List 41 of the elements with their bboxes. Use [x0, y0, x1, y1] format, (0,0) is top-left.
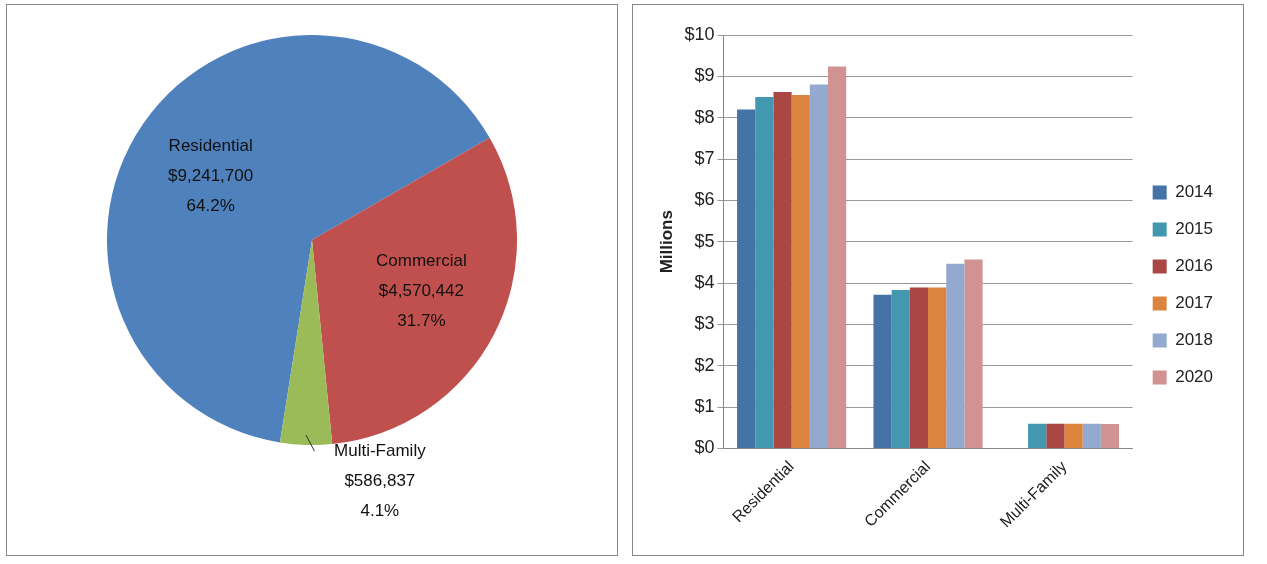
slice-label: Multi-Family — [334, 440, 427, 460]
y-tick-label: $10 — [684, 23, 715, 44]
slice-label: Commercial — [376, 251, 467, 271]
bar — [828, 66, 847, 448]
legend-label: 2017 — [1175, 293, 1214, 313]
data-label: $586,837 4.1% — [344, 470, 416, 520]
bar — [909, 287, 929, 448]
data-label: $4,570,442 31.7% — [378, 281, 464, 331]
data-label: $9,241,700 64.2% — [168, 165, 254, 215]
y-tick-label: $1 — [694, 396, 715, 417]
bar — [1064, 423, 1083, 448]
bar — [873, 294, 892, 448]
y-tick-label: $8 — [694, 106, 715, 127]
legend-label: 2016 — [1175, 256, 1214, 276]
legend-label: 2018 — [1175, 330, 1214, 350]
bar — [773, 92, 792, 448]
bar — [1046, 423, 1065, 448]
legend-label: 2020 — [1175, 367, 1214, 387]
bar — [946, 263, 965, 448]
y-tick-label: $3 — [694, 313, 715, 334]
bar — [1028, 423, 1047, 448]
bar — [791, 94, 810, 448]
bar — [755, 97, 774, 448]
legend-label: 2014 — [1175, 182, 1214, 202]
slice-label: Residential — [168, 135, 253, 155]
y-tick-label: $5 — [694, 230, 715, 251]
legend-label: 2015 — [1175, 219, 1214, 239]
y-tick-label: $4 — [694, 272, 715, 293]
bar — [928, 287, 947, 448]
bar — [964, 259, 983, 448]
y-tick-label: $9 — [694, 65, 715, 86]
bar — [809, 84, 829, 448]
bar — [737, 109, 756, 448]
y-tick-label: $7 — [694, 148, 715, 169]
bar — [1100, 424, 1120, 448]
bar — [891, 290, 910, 448]
y-tick-label: $2 — [694, 354, 715, 375]
y-tick-label: $0 — [694, 437, 715, 458]
bar — [1082, 423, 1101, 448]
y-axis-title: Millions — [656, 210, 676, 274]
y-tick-label: $6 — [694, 189, 715, 210]
